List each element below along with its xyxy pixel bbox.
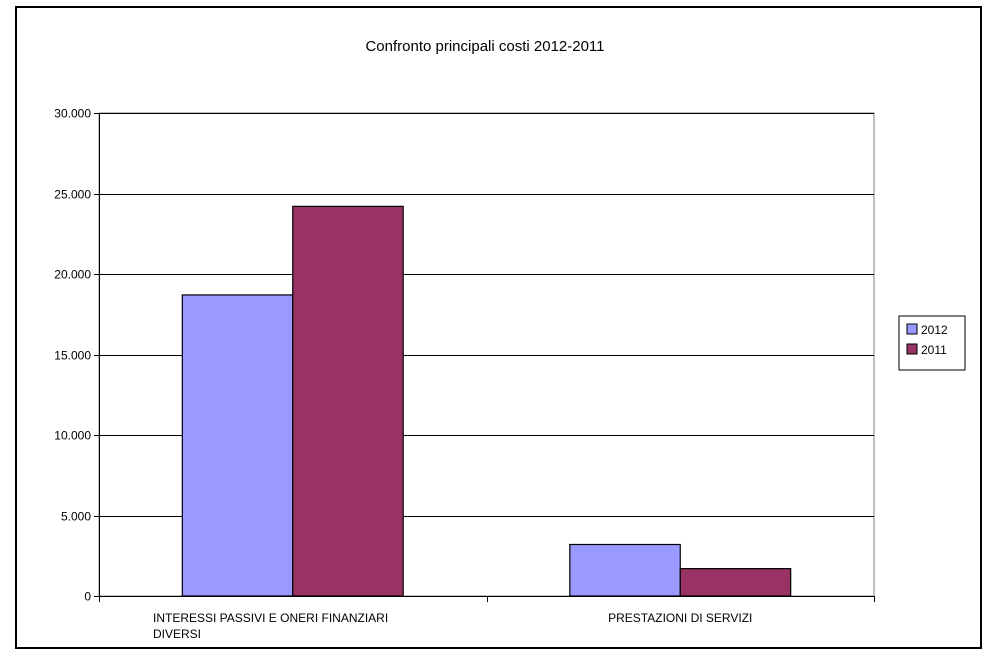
y-tick-label: 30.000	[54, 107, 91, 121]
y-tick-label: 0	[84, 590, 91, 604]
legend-label-2011: 2011	[921, 343, 947, 357]
plot-area: 0 5.000 10.000 15.000 20.000 25.000 30.000 INTE…	[54, 107, 875, 641]
y-tick-label: 20.000	[54, 268, 91, 282]
chart-title: Confronto principali costi 2012-2011	[365, 38, 604, 55]
bar-2011-0[interactable]	[292, 205, 404, 597]
x-tick-label: INTERESSI PASSIVI E ONERI FINANZIARI DIVE…	[153, 611, 388, 641]
bar-2012-1[interactable]	[569, 543, 681, 597]
legend-label-2012: 2012	[921, 323, 948, 337]
y-tick-label: 25.000	[54, 188, 91, 202]
y-tick-label: 10.000	[54, 429, 91, 443]
legend-swatch-2012	[906, 323, 918, 335]
legend-swatch-2011	[906, 343, 918, 355]
bar-2011-1[interactable]	[679, 568, 792, 597]
bar-2012-0[interactable]	[181, 294, 294, 597]
y-tick-label: 5.000	[61, 510, 91, 524]
x-tick-label: PRESTAZIONI DI SERVIZI	[608, 611, 752, 625]
y-tick-label: 15.000	[54, 349, 91, 363]
legend: 2012 2011	[898, 315, 966, 371]
